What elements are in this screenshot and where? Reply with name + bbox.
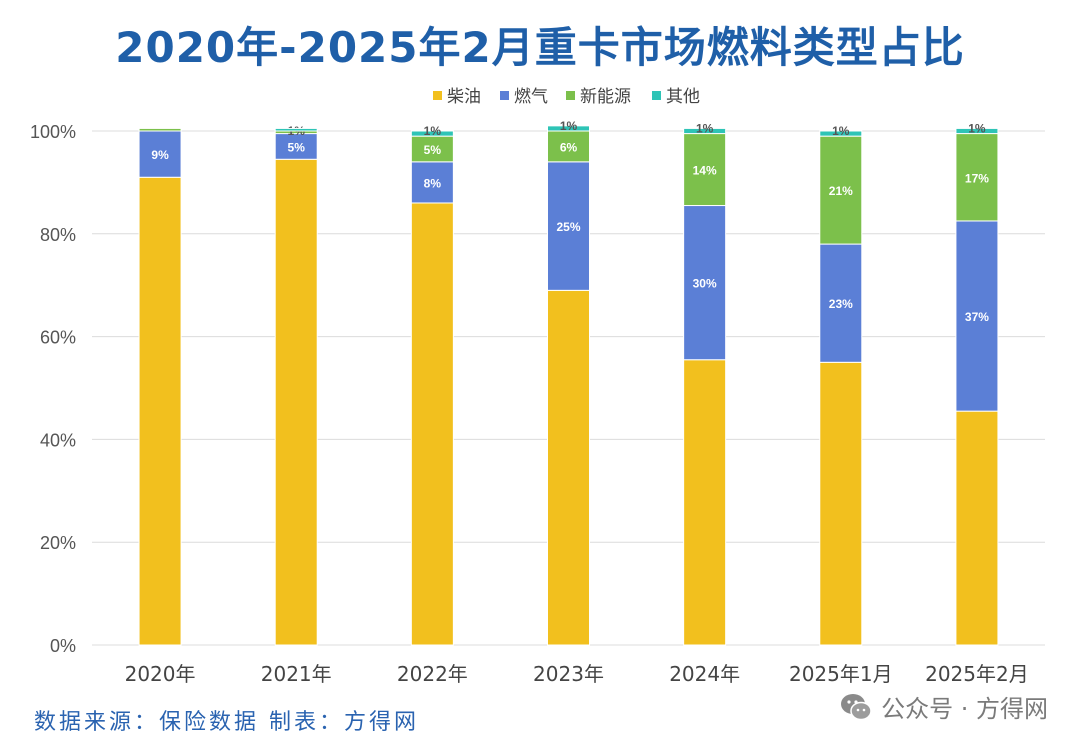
legend-label-0: 柴油	[447, 87, 481, 107]
bar-segment-0-0	[138, 176, 182, 646]
legend-label-3: 其他	[666, 87, 700, 107]
x-tick-label: 2025年2月	[925, 662, 1029, 686]
bar-segment-1-5	[819, 243, 863, 363]
bar-segment-0-6	[955, 410, 999, 646]
data-label-2-5: 21%	[829, 184, 853, 198]
data-label-2-3: 6%	[560, 140, 578, 154]
x-tick-label: 2024年	[669, 662, 740, 686]
bar-segment-0-3	[547, 289, 590, 646]
y-tick-label: 100%	[30, 122, 76, 142]
wechat-icon	[841, 693, 872, 720]
bar-segment-2-3	[547, 130, 590, 163]
x-tick-label: 2025年1月	[789, 662, 893, 686]
bar-segment-3-4	[683, 127, 727, 135]
data-label-3-4: 1%	[696, 121, 714, 135]
x-axis: 2020年 2021年 2022年 2023年 2024年 2025年1月 2025年2月	[125, 662, 1029, 686]
bar-segment-0-2	[410, 202, 454, 646]
bar-segment-2-6	[955, 133, 999, 222]
data-source-note: 数据来源：保险数据 制表：方得网	[34, 710, 419, 735]
x-tick-label: 2022年	[397, 662, 468, 686]
chart-title: 2020年-2025年2月重卡市场燃料类型占比	[115, 23, 965, 72]
x-tick-label: 2023年	[533, 662, 604, 686]
data-label-1-1: 5%	[288, 140, 306, 154]
bar-segment-1-4	[683, 205, 727, 361]
legend-swatch-1	[500, 91, 509, 100]
stacked-bar-chart: 柴油 燃气 新能源 其他 0% 20% 40% 60% 80% 100% 9% 5% 1% 8% 5% 1…	[30, 87, 1045, 686]
legend-swatch-2	[566, 91, 575, 100]
bar-segment-1-6	[955, 220, 999, 412]
legend-label-2: 新能源	[580, 87, 631, 107]
data-label-2-2: 5%	[424, 143, 442, 157]
data-label-3-3: 1%	[560, 119, 578, 133]
y-tick-label: 60%	[40, 328, 76, 348]
bar-segment-3-1	[274, 127, 318, 132]
bar-segment-3-5	[819, 130, 863, 137]
bar-segment-0-5	[819, 361, 863, 646]
bar-segment-1-1	[274, 133, 318, 160]
legend-swatch-3	[652, 91, 661, 100]
legend-label-1: 燃气	[514, 87, 548, 107]
data-label-3-6: 1%	[968, 121, 986, 135]
bar-segment-2-0	[138, 127, 182, 132]
data-label-2-4: 14%	[693, 164, 717, 178]
y-tick-label: 80%	[40, 225, 76, 245]
data-label-1-6: 37%	[965, 310, 989, 324]
x-tick-label: 2020年	[125, 662, 196, 686]
y-axis: 0% 20% 40% 60% 80% 100%	[30, 122, 76, 656]
bar-segment-0-4	[683, 359, 727, 646]
bar-segment-0-1	[274, 158, 318, 646]
data-label-1-0: 9%	[151, 148, 169, 162]
bar-segment-3-6	[955, 127, 999, 135]
y-tick-label: 0%	[50, 636, 76, 656]
bar-segment-3-3	[547, 125, 590, 132]
legend: 柴油 燃气 新能源 其他	[433, 87, 700, 107]
y-tick-label: 40%	[40, 430, 76, 450]
data-label-3-5: 1%	[832, 124, 850, 138]
data-label-1-3: 25%	[556, 220, 580, 234]
data-label-3-2: 1%	[424, 124, 442, 138]
data-label-2-6: 17%	[965, 171, 989, 185]
data-label-1-5: 23%	[829, 297, 853, 311]
legend-swatch-0	[433, 91, 442, 100]
bar-segment-2-4	[683, 133, 727, 207]
data-label-1-2: 8%	[424, 176, 442, 190]
bar-segment-3-2	[410, 130, 454, 137]
bar-segment-1-3	[547, 161, 590, 291]
bars: 9% 5% 1% 8% 5% 1% 25% 6% 1% 30% 14% 1% 23% 21% 1% 37% 17…	[138, 119, 999, 646]
data-label-1-4: 30%	[693, 277, 717, 291]
watermark: 公众号 · 方得网	[839, 689, 1048, 724]
x-tick-label: 2021年	[261, 662, 332, 686]
bar-segment-2-2	[410, 135, 454, 163]
watermark-text: 公众号 · 方得网	[881, 695, 1048, 723]
y-tick-label: 20%	[40, 533, 76, 553]
